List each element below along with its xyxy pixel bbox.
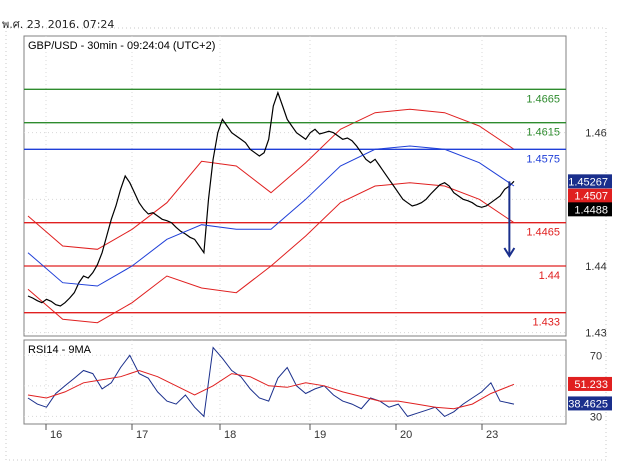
- price-tag-bg: [568, 174, 612, 189]
- price-tag-label: 51.233: [574, 379, 608, 391]
- price-tag: 1.45267: [568, 174, 612, 189]
- price-tag-label: 1.4488: [574, 204, 608, 216]
- x-axis-tick-label: 17: [136, 429, 148, 441]
- price-tag: 38.4625: [568, 396, 612, 411]
- level-label: 1.4465: [526, 227, 560, 239]
- price-tag-bg: [568, 202, 612, 217]
- x-axis-tick-label: 16: [50, 429, 62, 441]
- price-chart-title: GBP/USD - 30min - 09:24:04 (UTC+2): [28, 40, 215, 52]
- price-tag-bg: [568, 396, 612, 411]
- rsi-y-axis-tick-label: 70: [590, 350, 602, 362]
- x-axis-tick-label: 20: [400, 429, 412, 441]
- price-tag: 1.4507: [568, 188, 612, 203]
- rsi-panel-frame: [23, 339, 567, 425]
- price-tag-label: 1.4507: [574, 191, 608, 203]
- price-tag-bg: [568, 188, 612, 203]
- upper-band-line: [27, 108, 515, 250]
- y-axis-tick-label: 1.43: [585, 328, 606, 340]
- rsi-line: [27, 346, 515, 418]
- price-panel-frame: [23, 35, 567, 337]
- price-tag: 51.233: [568, 376, 612, 391]
- level-label: 1.4615: [526, 127, 560, 139]
- rsi-series: [27, 346, 515, 418]
- x-axis-tick-label: 19: [314, 429, 326, 441]
- price-tag: 1.4488: [568, 202, 612, 217]
- rsi-chart-title: RSI14 - 9MA: [28, 344, 92, 356]
- level-label: 1.44: [539, 270, 560, 282]
- moving-average-line: [27, 145, 515, 287]
- rsi-ma-line: [27, 369, 515, 410]
- price-tag-label: 38.4625: [568, 398, 608, 410]
- y-axis-tick-label: 1.46: [585, 128, 606, 140]
- price-tag-label: 1.45267: [568, 176, 608, 188]
- level-label: 1.4575: [526, 153, 560, 165]
- support-resistance-levels: 1.4665 1.4615 1.4575 1.4465 1.44 1.433: [24, 88, 566, 329]
- rsi-y-axis-tick-label: 30: [590, 411, 602, 423]
- x-axis-tick-label: 23: [486, 429, 498, 441]
- axis-labels: 1.46 1.44 1.43 70 30 16 17 18 19 20 23: [45, 128, 607, 441]
- projection-arrowhead: [503, 247, 516, 258]
- price-line: [27, 90, 515, 307]
- price-series: [27, 90, 516, 307]
- y-axis-tick-label: 1.44: [585, 261, 606, 273]
- level-label: 1.4665: [526, 93, 560, 105]
- level-label: 1.433: [532, 317, 560, 329]
- x-axis-tick-label: 18: [224, 429, 236, 441]
- price-tag-bg: [568, 376, 612, 391]
